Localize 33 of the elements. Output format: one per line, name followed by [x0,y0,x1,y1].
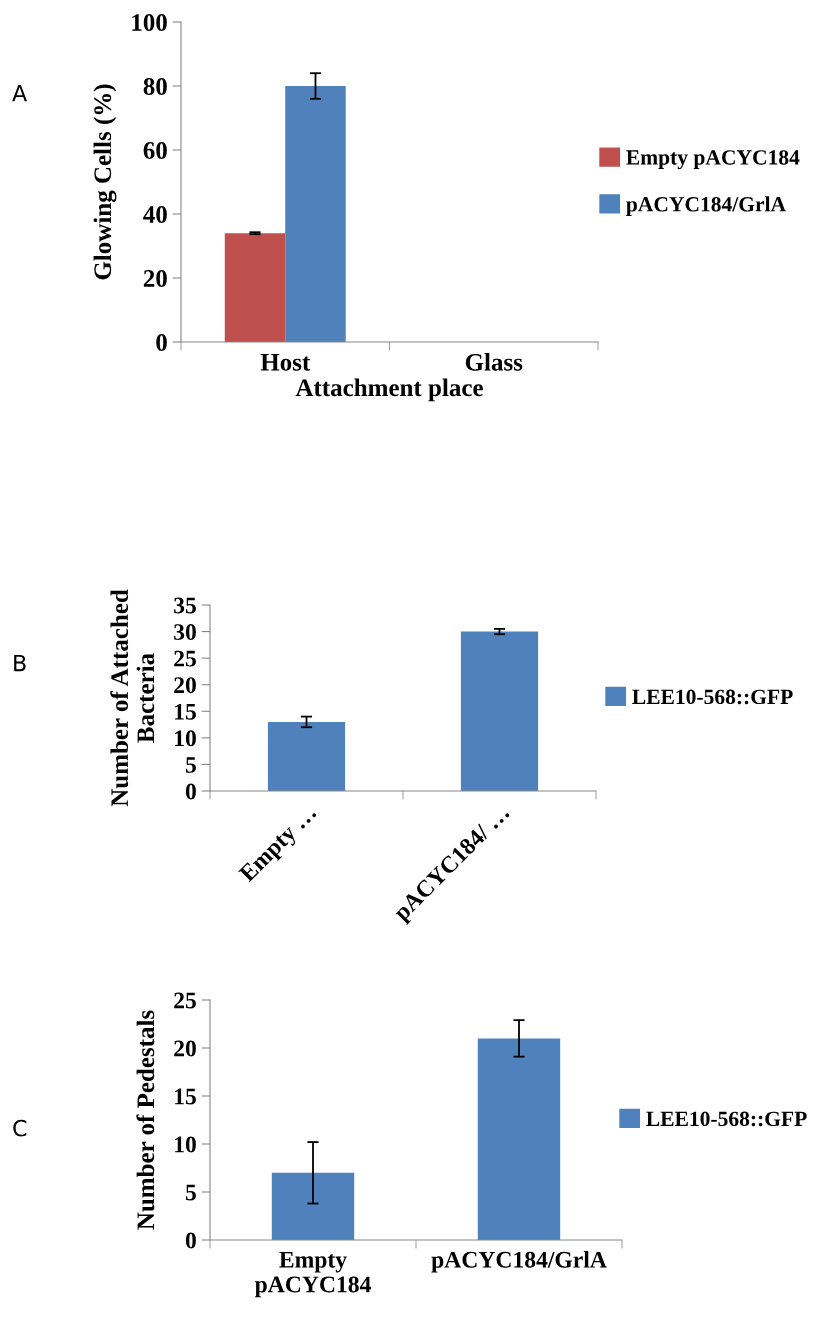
y-tick-label: 20 [174,1040,196,1057]
y-tick-label: 0 [185,783,196,800]
text: A [12,84,28,102]
y-tick-label: 15 [175,703,196,720]
y-tick-label: 25 [174,992,196,1009]
y-tick-label: 0 [185,1232,196,1249]
text: C [13,1119,27,1137]
y-tick-label: 15 [175,1088,196,1105]
text: B [14,654,26,672]
y-tick-label: 40 [143,206,167,223]
y-tick-label: 25 [174,650,196,667]
y-tick-label: 10 [175,1136,196,1153]
y-axis-title: Number of Pedestals [136,1010,155,1230]
y-tick-label: 20 [143,270,167,287]
legend-label: Empty pACYC184 [626,150,800,170]
y-tick-label: 5 [185,1184,196,1201]
y-axis-title: Glowing Cells (%) [93,84,117,280]
legend-label: pACYC184/GrlA [626,196,786,216]
legend-label: LEE10-568::GFP [646,1111,807,1127]
y-tick-label: 35 [174,597,196,614]
y-tick-label: 100 [132,14,167,31]
legend-label: LEE10-568::GFP [632,689,793,705]
y-tick-label: 20 [174,677,196,694]
y-tick-label: 80 [143,78,167,95]
y-tick-label: 5 [185,757,196,773]
y-tick-label: 60 [143,142,167,159]
x-tick-label: Glass [465,353,523,371]
y-axis-title: Number of Attached Bacteria [110,589,155,807]
x-tick-label: Host [260,354,311,371]
x-axis-title: Attachment place [295,378,483,402]
y-tick-label: 10 [175,730,196,747]
y-tick-label: 30 [174,624,196,640]
y-tick-label: 0 [156,334,167,351]
